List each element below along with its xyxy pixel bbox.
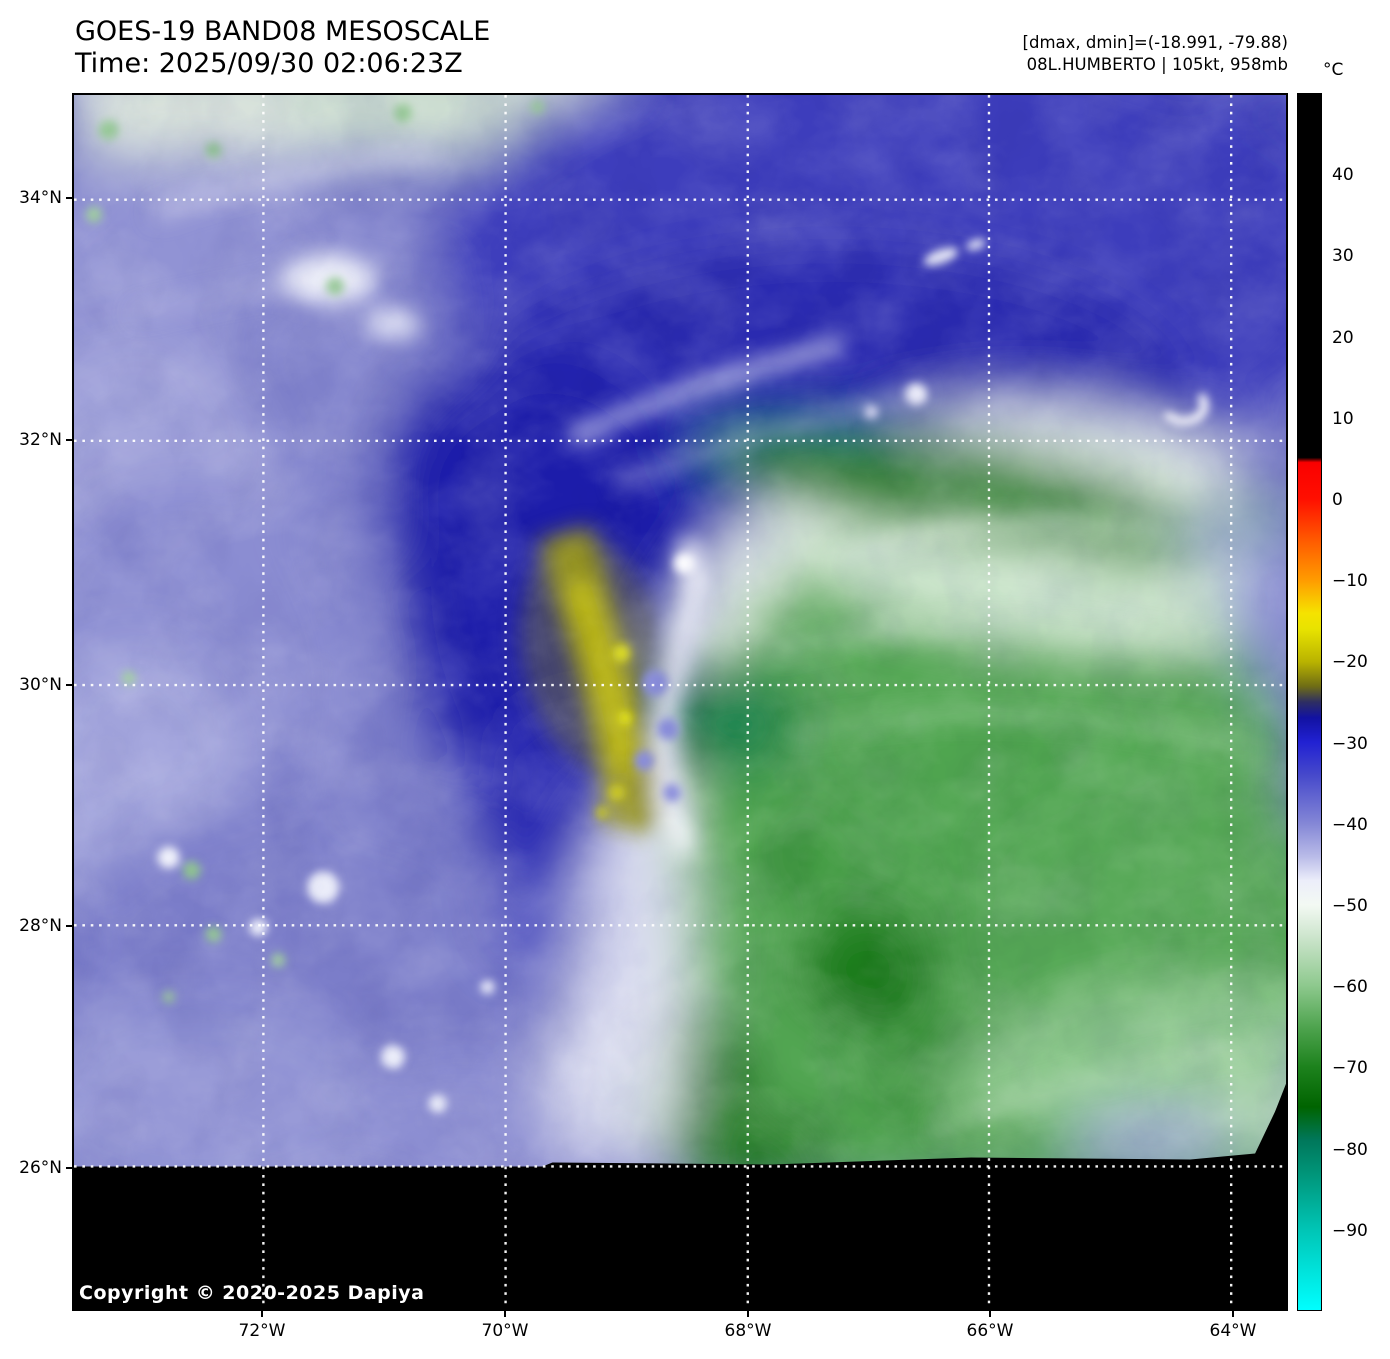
lat-label-30n: 30°N <box>19 675 62 695</box>
lon-label-64w: 64°W <box>1209 1321 1257 1341</box>
lat-tick <box>66 684 72 686</box>
lon-tick <box>989 1311 991 1317</box>
title-line-2: Time: 2025/09/30 02:06:23Z <box>75 48 463 79</box>
satellite-imagery <box>74 95 1286 1309</box>
cbar-tick-m40: −40 <box>1332 815 1368 835</box>
lon-label-70w: 70°W <box>481 1321 529 1341</box>
dmax-dmin-line: [dmax, dmin]=(-18.991, -79.88) <box>1022 33 1288 52</box>
lon-tick <box>747 1311 749 1317</box>
lat-tick <box>66 439 72 441</box>
temperature-colorbar <box>1297 93 1322 1311</box>
cbar-tick-m60: −60 <box>1332 977 1368 997</box>
storm-info-line: 08L.HUMBERTO | 105kt, 958mb <box>1026 55 1288 74</box>
product-title: GOES-19 BAND08 MESOSCALE Time: 2025/09/3… <box>75 16 490 80</box>
lat-tick <box>66 197 72 199</box>
cbar-tick-20: 20 <box>1332 328 1354 348</box>
graticule <box>74 95 1286 1309</box>
lon-label-66w: 66°W <box>966 1321 1014 1341</box>
cbar-tick-m70: −70 <box>1332 1058 1368 1078</box>
lon-tick <box>261 1311 263 1317</box>
lat-label-26n: 26°N <box>19 1158 62 1178</box>
lat-label-32n: 32°N <box>19 430 62 450</box>
lat-label-34n: 34°N <box>19 188 62 208</box>
cbar-tick-40: 40 <box>1332 165 1354 185</box>
copyright-text: Copyright © 2020-2025 Dapiya <box>79 1282 425 1304</box>
cbar-tick-m80: −80 <box>1332 1140 1368 1160</box>
colorbar-unit-label: °C <box>1323 60 1344 80</box>
cbar-tick-m10: −10 <box>1332 571 1368 591</box>
cbar-tick-m30: −30 <box>1332 734 1368 754</box>
cbar-tick-0: 0 <box>1332 490 1343 510</box>
lat-tick <box>66 1167 72 1169</box>
title-line-1: GOES-19 BAND08 MESOSCALE <box>75 16 491 47</box>
satellite-map <box>72 93 1288 1311</box>
lon-label-68w: 68°W <box>724 1321 772 1341</box>
cbar-tick-m20: −20 <box>1332 652 1368 672</box>
cbar-tick-m50: −50 <box>1332 896 1368 916</box>
lon-label-72w: 72°W <box>238 1321 286 1341</box>
lon-tick <box>1232 1311 1234 1317</box>
cbar-tick-30: 30 <box>1332 246 1354 266</box>
cbar-tick-10: 10 <box>1332 409 1354 429</box>
lat-label-28n: 28°N <box>19 916 62 936</box>
lon-tick <box>504 1311 506 1317</box>
no-data-region <box>74 1083 1286 1309</box>
storm-annotation: [dmax, dmin]=(-18.991, -79.88) 08L.HUMBE… <box>1023 32 1288 76</box>
lat-tick <box>66 925 72 927</box>
cbar-tick-m90: −90 <box>1332 1221 1368 1241</box>
